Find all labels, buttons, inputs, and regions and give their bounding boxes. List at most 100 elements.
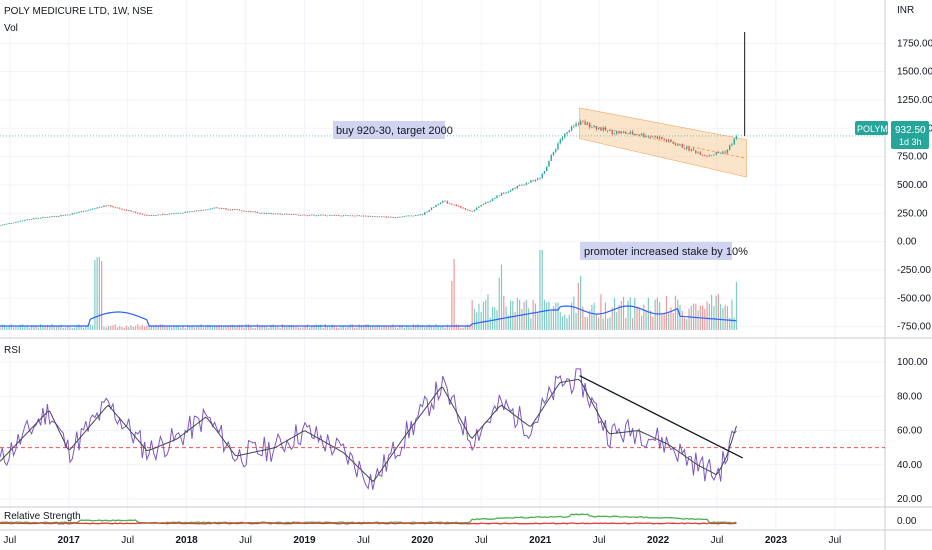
candle-body (119, 207, 121, 209)
volume-bar (225, 326, 227, 330)
candle-body (71, 213, 73, 215)
volume-bar (485, 299, 487, 330)
candle-body (543, 171, 546, 174)
candle-body (39, 217, 42, 219)
currency-label: INR (897, 5, 914, 16)
volume-bars (0, 250, 738, 330)
volume-bar (193, 327, 195, 330)
volume-bar (114, 324, 116, 330)
candle-body (42, 216, 44, 218)
volume-bar (143, 326, 146, 330)
candle-body (446, 201, 449, 204)
volume-bar (688, 308, 690, 330)
volume-bar (243, 327, 245, 330)
volume-bar (394, 327, 396, 330)
relative-strength-label[interactable]: Relative Strength (4, 511, 81, 522)
candle-body (600, 127, 602, 131)
volume-bar (482, 302, 485, 330)
annotation-box[interactable] (580, 242, 732, 260)
candle-body (53, 216, 55, 217)
candle-body (3, 224, 6, 225)
candle-body (645, 136, 647, 138)
volume-bar (512, 301, 514, 330)
rsi-ma-line (0, 378, 737, 483)
price-axis[interactable]: 1750.001500.001250.001000.00750.00500.00… (897, 38, 932, 332)
candle-body (629, 131, 631, 134)
symbol-badge[interactable] (855, 121, 888, 135)
volume-bar (37, 327, 40, 330)
annotation-box[interactable] (333, 121, 445, 139)
volume-bar (534, 303, 537, 330)
candle-body (89, 209, 92, 211)
volume-bar (46, 325, 49, 330)
candle-body (73, 212, 76, 214)
volume-bar (272, 324, 274, 330)
candle-body (324, 214, 327, 216)
candle-body (288, 213, 290, 215)
candle-body (227, 209, 229, 211)
candle-body (681, 144, 683, 148)
volume-bar (103, 326, 105, 330)
volume-bar (523, 301, 525, 330)
candle-body (451, 203, 453, 205)
candle-body (195, 210, 198, 212)
symbol-badge-text: POLYMED (857, 124, 901, 134)
candle-body (222, 208, 225, 209)
candle-body (204, 209, 207, 211)
candle-body (340, 215, 342, 217)
volume-bar (223, 326, 225, 330)
candle-body (710, 155, 713, 157)
candle-body (622, 131, 625, 133)
volume-bar (49, 326, 51, 330)
volume-bar (503, 295, 505, 330)
volume-bar (406, 325, 408, 330)
volume-bar (322, 327, 324, 330)
volume-bar (521, 308, 523, 330)
volume-bar (98, 256, 101, 330)
price-badge[interactable] (891, 121, 929, 149)
volume-bar (155, 325, 157, 330)
time-axis-tick: 2021 (529, 535, 552, 546)
rsi-label[interactable]: RSI (4, 345, 21, 356)
candle-body (460, 206, 462, 208)
time-axis[interactable]: Jul 2017 Jul 2018 Jul 2019 Jul 2020 Jul 2021 Jul 20… (3, 535, 841, 546)
volume-bar (629, 297, 631, 330)
candle-body (532, 180, 534, 182)
candle-body (595, 126, 598, 130)
candle-body (137, 212, 139, 214)
volume-bar (674, 295, 677, 330)
candle-body (383, 216, 385, 218)
candle-body (130, 210, 132, 212)
volume-bar (265, 326, 268, 330)
volume-bar (137, 324, 139, 330)
candle-body (94, 208, 96, 210)
candle-body (588, 122, 591, 128)
chart-title[interactable]: POLY MEDICURE LTD, 1W, NSE (4, 6, 153, 17)
volume-bar (509, 300, 512, 330)
price-candles (0, 119, 738, 226)
volume-bar (177, 326, 180, 330)
volume-bar (33, 326, 35, 330)
volume-bar (150, 325, 152, 330)
volume-bar (455, 324, 457, 330)
volume-bar (514, 311, 516, 330)
candle-body (62, 215, 64, 216)
volume-label[interactable]: Vol (4, 23, 18, 34)
volume-bar (561, 316, 564, 330)
candle-body (247, 211, 250, 212)
rsi-axis[interactable]: 100.00 80.00 60.00 40.00 20.00 0.00 (897, 357, 928, 527)
volume-bar (356, 327, 358, 330)
candle-body (503, 192, 505, 194)
volume-bar (652, 316, 654, 330)
candle-body (161, 213, 164, 215)
candle-body (112, 206, 114, 208)
volume-bar (338, 327, 340, 330)
volume-bar (200, 324, 202, 330)
candle-body (577, 123, 580, 125)
volume-bar (613, 297, 616, 330)
candle-body (634, 134, 636, 135)
candle-body (722, 151, 724, 153)
volume-bar (268, 327, 270, 330)
volume-bar (234, 326, 236, 330)
